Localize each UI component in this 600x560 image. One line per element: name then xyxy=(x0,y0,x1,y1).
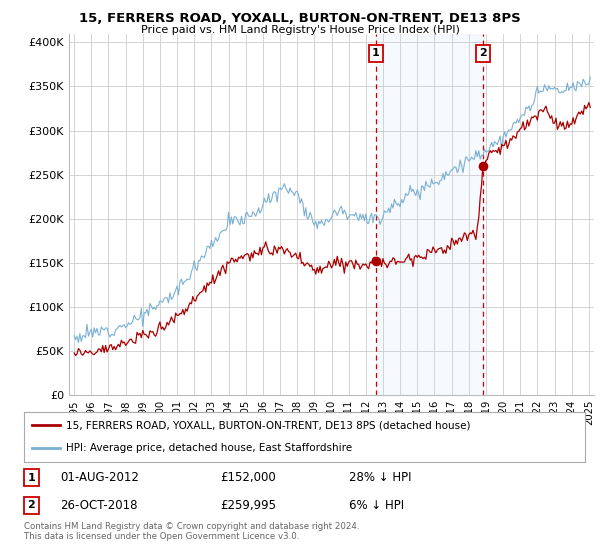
Text: 15, FERRERS ROAD, YOXALL, BURTON-ON-TRENT, DE13 8PS (detached house): 15, FERRERS ROAD, YOXALL, BURTON-ON-TREN… xyxy=(66,420,470,430)
Text: Price paid vs. HM Land Registry's House Price Index (HPI): Price paid vs. HM Land Registry's House … xyxy=(140,25,460,35)
Text: 01-AUG-2012: 01-AUG-2012 xyxy=(61,471,139,484)
Text: 1: 1 xyxy=(372,49,380,58)
Text: 2: 2 xyxy=(479,49,487,58)
Text: £152,000: £152,000 xyxy=(220,471,276,484)
Text: Contains HM Land Registry data © Crown copyright and database right 2024.
This d: Contains HM Land Registry data © Crown c… xyxy=(24,522,359,542)
Bar xyxy=(376,34,483,395)
Text: 6% ↓ HPI: 6% ↓ HPI xyxy=(349,499,404,512)
Text: £259,995: £259,995 xyxy=(220,499,277,512)
Text: HPI: Average price, detached house, East Staffordshire: HPI: Average price, detached house, East… xyxy=(66,444,352,454)
Text: 28% ↓ HPI: 28% ↓ HPI xyxy=(349,471,412,484)
Text: 1: 1 xyxy=(28,473,35,483)
Text: 15, FERRERS ROAD, YOXALL, BURTON-ON-TRENT, DE13 8PS: 15, FERRERS ROAD, YOXALL, BURTON-ON-TREN… xyxy=(79,12,521,25)
Text: 2: 2 xyxy=(28,500,35,510)
Text: 26-OCT-2018: 26-OCT-2018 xyxy=(61,499,138,512)
